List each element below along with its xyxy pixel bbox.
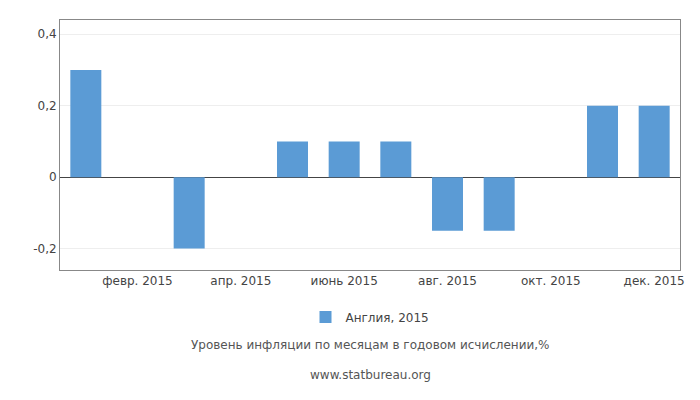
svg-text:-0,2: -0,2 [33,242,56,256]
svg-text:июнь 2015: июнь 2015 [311,274,378,288]
svg-text:0: 0 [49,170,57,184]
svg-text:Уровень инфляции по месяцам в: Уровень инфляции по месяцам в годовом ис… [191,338,550,352]
svg-text:www.statbureau.org: www.statbureau.org [310,368,431,382]
svg-text:апр. 2015: апр. 2015 [210,274,271,288]
svg-text:февр. 2015: февр. 2015 [102,274,173,288]
svg-text:0,4: 0,4 [38,27,57,41]
svg-text:0,2: 0,2 [38,99,57,113]
svg-text:Англия, 2015: Англия, 2015 [346,311,429,325]
svg-text:окт. 2015: окт. 2015 [521,274,581,288]
svg-text:авг. 2015: авг. 2015 [418,274,477,288]
svg-text:дек. 2015: дек. 2015 [624,274,685,288]
